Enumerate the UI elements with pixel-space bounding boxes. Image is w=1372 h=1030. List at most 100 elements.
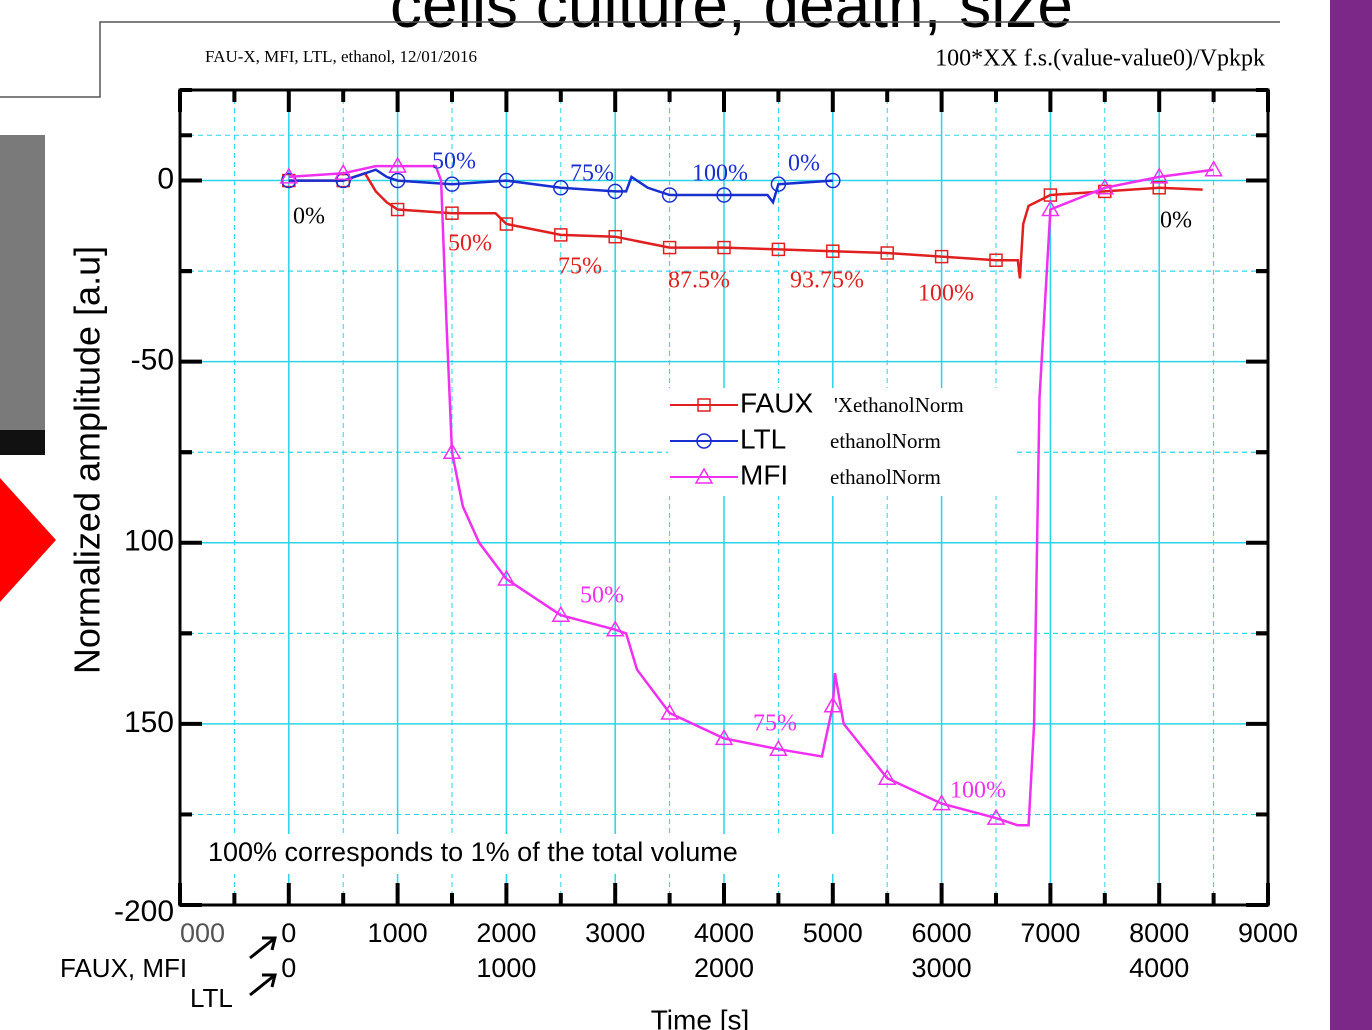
series-line — [288, 168, 833, 206]
legend-label: LTL — [740, 423, 786, 454]
pointer-arrow — [249, 936, 277, 997]
marker — [605, 620, 625, 637]
marker — [717, 240, 731, 255]
marker — [934, 249, 949, 264]
legend-symbol — [696, 433, 712, 449]
marker — [388, 156, 407, 173]
marker — [607, 183, 623, 200]
y-axis-label: Normalized amplitude [a.u] — [67, 246, 108, 674]
x2-tick-label: 3000 — [912, 953, 972, 983]
annotation: 100% — [918, 281, 974, 307]
series-line — [288, 171, 1203, 279]
slide-title: cells culture, death, size — [390, 0, 1073, 41]
x-tick-label: 8000 — [1129, 918, 1189, 948]
x-tick-label: 2000 — [476, 918, 536, 948]
annotation: 0% — [788, 151, 820, 177]
annotation: 0% — [293, 204, 325, 230]
plot-frame — [178, 88, 1270, 907]
legend-label: MFI — [740, 459, 788, 490]
marker — [445, 206, 459, 220]
legend-marker — [696, 433, 712, 449]
marker — [390, 202, 405, 217]
marker — [661, 187, 678, 203]
marker — [1041, 200, 1060, 217]
marker — [660, 703, 679, 720]
x-tick-label: 0 — [281, 918, 296, 948]
y-tick-label: 150 — [124, 706, 174, 739]
header-right: 100*XX f.s.(value-value0)/Vpkpk — [935, 46, 1265, 72]
marker — [497, 569, 516, 586]
x-row-label: LTL — [190, 983, 233, 1013]
marker — [714, 728, 734, 746]
legend-marker — [697, 398, 711, 412]
marker — [880, 246, 894, 260]
marker — [932, 794, 951, 811]
side-bar — [1330, 0, 1372, 1030]
marker — [389, 172, 406, 189]
photo — [0, 135, 45, 455]
annotation: 75% — [558, 254, 602, 280]
marker — [877, 768, 897, 785]
marker — [553, 180, 569, 196]
annotation: 100% — [950, 778, 1006, 804]
x-row-label: FAUX, MFI — [60, 953, 187, 983]
annotation: 100% — [692, 161, 748, 187]
x-tick-label: 000 — [180, 918, 225, 948]
annotation: 50% — [580, 583, 624, 609]
annotation: 75% — [570, 161, 614, 187]
title-frame — [0, 21, 1280, 98]
marker — [716, 187, 732, 203]
marker — [554, 228, 568, 242]
x2-tick-label: 1000 — [476, 953, 536, 983]
marker — [608, 229, 622, 244]
marker — [769, 739, 788, 756]
annotation: 87.5% — [668, 268, 730, 294]
x-tick-label: 9000 — [1238, 918, 1298, 948]
x2-tick-label: 2000 — [694, 953, 754, 983]
legend-symbol — [697, 398, 711, 412]
note-box — [205, 834, 855, 874]
marker — [498, 172, 515, 189]
y-tick-label: 100 — [124, 525, 174, 558]
annotation: 50% — [432, 149, 476, 175]
legend-tail: ethanolNorm — [830, 465, 941, 489]
marker — [1149, 167, 1169, 184]
legend-marker — [694, 467, 714, 484]
x-tick-label: 6000 — [912, 918, 972, 948]
x-tick-label: 1000 — [368, 918, 428, 948]
arrow-shape — [0, 478, 56, 602]
note: 100% corresponds to 1% of the total volu… — [208, 837, 738, 867]
photo-band — [0, 430, 45, 455]
marker — [1095, 178, 1115, 195]
x-tick-label: 7000 — [1020, 918, 1080, 948]
marker — [826, 244, 840, 258]
marker — [279, 167, 299, 184]
y-tick-label: -50 — [131, 344, 174, 377]
x-axis-label: Time [s] — [651, 1004, 750, 1030]
annotation: 50% — [448, 231, 492, 257]
legend-label: FAUX — [740, 387, 813, 418]
legend-tail: ethanolNorm — [830, 429, 941, 453]
y-tick-label: 0 — [157, 162, 174, 195]
legend-symbol — [694, 467, 714, 484]
series-line — [288, 164, 1214, 827]
annotation: 0% — [1160, 208, 1192, 234]
marker — [1204, 160, 1223, 177]
annotation: 75% — [753, 711, 797, 737]
y-tick-label: -200 — [114, 895, 174, 928]
marker — [1152, 181, 1166, 195]
x-tick-label: 5000 — [803, 918, 863, 948]
marker — [771, 242, 786, 257]
marker — [770, 176, 787, 192]
marker — [823, 696, 843, 713]
x2-tick-label: 4000 — [1129, 953, 1189, 983]
marker — [333, 163, 353, 181]
marker — [442, 442, 462, 459]
header-left: FAU-X, MFI, LTL, ethanol, 12/01/2016 — [205, 47, 477, 66]
x-tick-label: 4000 — [694, 918, 754, 948]
marker — [986, 808, 1006, 825]
annotation: 93.75% — [790, 268, 864, 294]
marker — [989, 253, 1003, 267]
